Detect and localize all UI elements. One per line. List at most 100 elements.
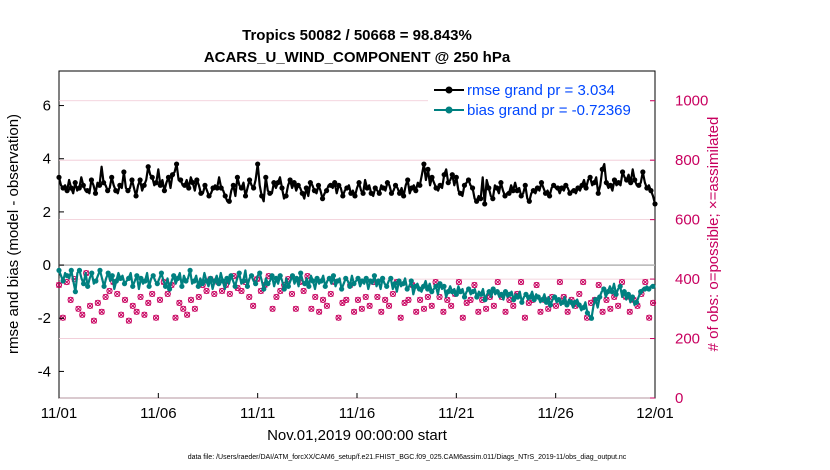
bias-point [298, 270, 304, 276]
obs-assimilated-point [382, 297, 389, 303]
bias-point [601, 286, 607, 292]
rmse-point [583, 185, 589, 191]
obs-possible-point [350, 308, 358, 315]
bias-point [568, 299, 574, 305]
bias-point [605, 289, 611, 295]
series-layer [55, 161, 658, 324]
obs-assimilated-point [98, 308, 105, 315]
bias-point [609, 289, 615, 295]
bias-point [89, 270, 95, 276]
obs-possible-point [537, 308, 544, 315]
bias-point [195, 283, 201, 289]
bias-point [101, 283, 107, 289]
bias-point [420, 283, 427, 289]
obs-possible-point [517, 278, 525, 286]
rmse-point [109, 174, 115, 180]
bias-point [76, 267, 83, 273]
rmse-point [372, 185, 378, 191]
rmse-point [307, 180, 313, 186]
obs-possible-point [55, 281, 63, 289]
rmse-point [169, 172, 176, 178]
rmse-point [615, 180, 622, 186]
bias-point [506, 291, 513, 297]
bias-point [322, 283, 328, 289]
bias-point [490, 286, 496, 292]
obs-assimilated-point [133, 308, 140, 315]
rmse-point [348, 190, 354, 196]
obs-assimilated-point [619, 279, 625, 285]
bias-point [289, 273, 296, 279]
rmse-point [206, 193, 212, 199]
rmse-point [534, 185, 541, 191]
obs-possible-point [149, 290, 156, 298]
obs-assimilated-point [358, 305, 365, 312]
rmse-point [84, 188, 90, 194]
obs-assimilated-point [75, 305, 82, 312]
bias-point [171, 273, 177, 279]
obs-assimilated-point [176, 300, 183, 306]
rmse-point [214, 185, 220, 191]
rmse-point [271, 180, 277, 186]
obs-assimilated-point [483, 305, 489, 312]
obs-possible-point [354, 296, 362, 303]
obs-assimilated-point [292, 305, 299, 312]
obs-possible-point [250, 302, 257, 309]
bias-point [625, 291, 631, 297]
obs-possible-point [385, 302, 393, 309]
rmse-point [226, 198, 232, 204]
obs-assimilated-point [114, 291, 121, 297]
rmse-point [486, 185, 492, 191]
obs-possible-point [273, 293, 280, 301]
obs-assimilated-point [425, 294, 431, 300]
obs-possible-point [576, 290, 583, 298]
obs-possible-point [203, 287, 210, 295]
obs-possible-point [187, 296, 195, 303]
obs-possible-point [129, 302, 136, 309]
obs-assimilated-point [289, 291, 295, 297]
bias-point [617, 283, 623, 289]
bias-point [351, 281, 357, 287]
legend-rmse-marker [445, 86, 453, 94]
rmse-point [388, 190, 395, 196]
obs-possible-point [102, 293, 109, 301]
rmse-point [186, 185, 192, 191]
rmse-point [396, 190, 403, 196]
rmse-point [579, 182, 585, 188]
obs-assimilated-point [67, 297, 74, 303]
bias-point [183, 278, 189, 284]
obs-assimilated-point [180, 305, 187, 312]
rmse-point [133, 193, 139, 199]
bias-point [478, 291, 484, 297]
obs-possible-point [564, 308, 571, 315]
rmse-point [121, 169, 127, 175]
obs-possible-point [312, 293, 319, 301]
rmse-point [384, 180, 391, 186]
chart-title-line2: ACARS_U_WIND_COMPONENT @ 250 hPa [204, 49, 511, 66]
y-left-axis-label: rmse and bias (model - observation) [5, 114, 22, 354]
bias-point [326, 275, 332, 281]
x-tick-label: 12/01 [636, 405, 674, 422]
bias-point [240, 278, 246, 284]
obs-assimilated-point [432, 279, 439, 285]
obs-possible-point [502, 308, 509, 315]
bias-point [371, 273, 378, 279]
rmse-point [275, 180, 281, 186]
rmse-point [328, 182, 334, 188]
obs-possible-point [184, 311, 191, 318]
bias-point [482, 297, 488, 303]
obs-possible-point [75, 305, 82, 312]
bias-point [437, 281, 443, 287]
obs-possible-point [316, 308, 323, 315]
obs-assimilated-point [316, 308, 322, 315]
obs-possible-point [413, 308, 420, 315]
rmse-point [267, 190, 273, 196]
bias-point [498, 291, 504, 297]
rmse-point [364, 185, 370, 191]
rmse-point [165, 174, 172, 180]
rmse-point [344, 185, 350, 191]
bias-point [285, 283, 291, 289]
obs-assimilated-point [91, 317, 97, 324]
rmse-point [117, 182, 123, 188]
obs-possible-point [401, 299, 408, 306]
